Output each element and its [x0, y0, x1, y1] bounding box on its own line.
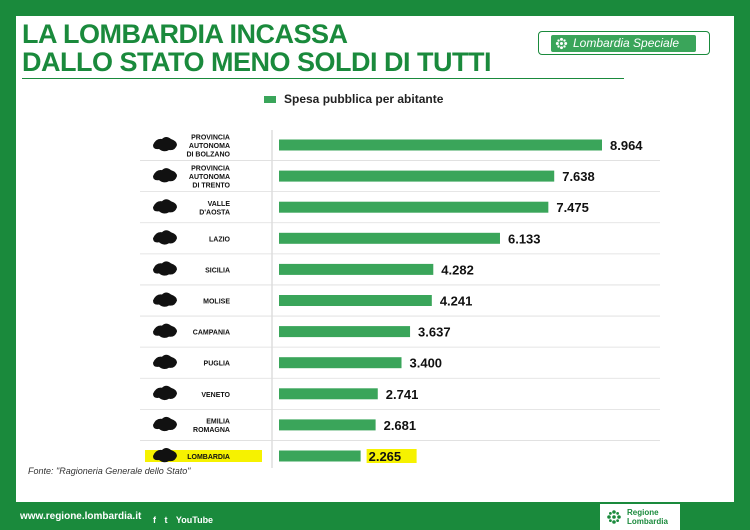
category-label: AUTONOMA [189, 174, 230, 181]
region-map-icon [153, 448, 177, 463]
category-label: LAZIO [209, 236, 231, 243]
source-note: Fonte: "Ragioneria Generale dello Stato" [28, 466, 191, 476]
bar [279, 419, 376, 431]
footer-bar: www.regione.lombardia.it f t YouTube [0, 502, 750, 530]
category-label: MOLISE [203, 299, 230, 306]
category-label: DI BOLZANO [186, 152, 230, 159]
website-link[interactable]: www.regione.lombardia.it [20, 511, 142, 522]
bar [279, 295, 432, 306]
bar [279, 139, 602, 151]
region-map-icon [153, 354, 177, 369]
bar [279, 326, 411, 338]
category-label: D'AOSTA [199, 209, 230, 216]
category-label: VALLE [208, 201, 231, 208]
title-line-2: DALLO STATO MENO SOLDI DI TUTTI [22, 47, 491, 77]
category-label: EMILIA [206, 419, 230, 426]
twitter-icon[interactable]: t [164, 515, 168, 525]
value-label: 4.282 [441, 262, 474, 277]
bar [279, 357, 402, 369]
region-map-icon [153, 230, 177, 245]
lombardia-rose-icon [555, 37, 568, 50]
category-label: CAMPANIA [193, 330, 230, 337]
value-label: 2.741 [386, 387, 419, 402]
region-map-icon [153, 323, 177, 338]
regione-lombardia-logo: Regione Lombardia [600, 504, 680, 530]
value-label: 7.638 [562, 169, 595, 184]
value-label: 6.133 [508, 231, 541, 246]
page-title: LA LOMBARDIA INCASSA DALLO STATO MENO SO… [22, 20, 491, 76]
bar [279, 263, 434, 275]
social-links: f t YouTube [153, 510, 217, 525]
category-label: LOMBARDIA [187, 454, 230, 461]
facebook-icon[interactable]: f [153, 515, 156, 525]
logo-text-line-1: Regione [627, 508, 659, 517]
category-label: AUTONOMA [189, 143, 230, 150]
bar [279, 450, 361, 462]
value-label: 2.265 [369, 449, 402, 464]
value-label: 3.400 [410, 356, 443, 371]
category-label: ROMAGNA [193, 427, 230, 434]
value-label: 4.241 [440, 294, 473, 309]
region-map-icon [153, 261, 177, 276]
value-label: 2.681 [384, 418, 417, 433]
value-highlight [366, 449, 417, 463]
region-map-icon [153, 137, 177, 152]
bar [279, 170, 555, 182]
youtube-icon[interactable]: YouTube [175, 515, 214, 525]
region-map-icon [153, 168, 177, 183]
value-label: 7.475 [556, 200, 589, 215]
logo-text: Regione Lombardia [627, 508, 668, 526]
legend-swatch [264, 96, 276, 103]
category-label: DI TRENTO [192, 183, 230, 190]
badge-label: Lombardia Speciale [573, 36, 680, 50]
bar [279, 388, 378, 400]
lombardia-rose-icon [607, 510, 621, 524]
logo-text-line-2: Lombardia [627, 517, 668, 526]
bar [279, 201, 549, 213]
region-map-icon [153, 199, 177, 214]
value-label: 8.964 [610, 138, 643, 153]
region-map-icon [153, 385, 177, 401]
region-map-icon [153, 292, 177, 307]
legend-label: Spesa pubblica per abitante [284, 92, 444, 106]
category-label: PUGLIA [204, 361, 230, 368]
category-label: SICILIA [205, 267, 230, 274]
region-map-icon [153, 416, 177, 432]
value-label: 3.637 [418, 325, 451, 340]
category-label: PROVINCIA [191, 135, 230, 142]
bar [279, 232, 500, 244]
title-divider [22, 78, 624, 79]
lombardia-speciale-badge: Lombardia Speciale [538, 31, 710, 55]
title-line-1: LA LOMBARDIA INCASSA [22, 19, 348, 49]
category-label: PROVINCIA [191, 166, 230, 173]
category-label: VENETO [201, 392, 230, 399]
badge-label-box: Lombardia Speciale [551, 35, 696, 52]
